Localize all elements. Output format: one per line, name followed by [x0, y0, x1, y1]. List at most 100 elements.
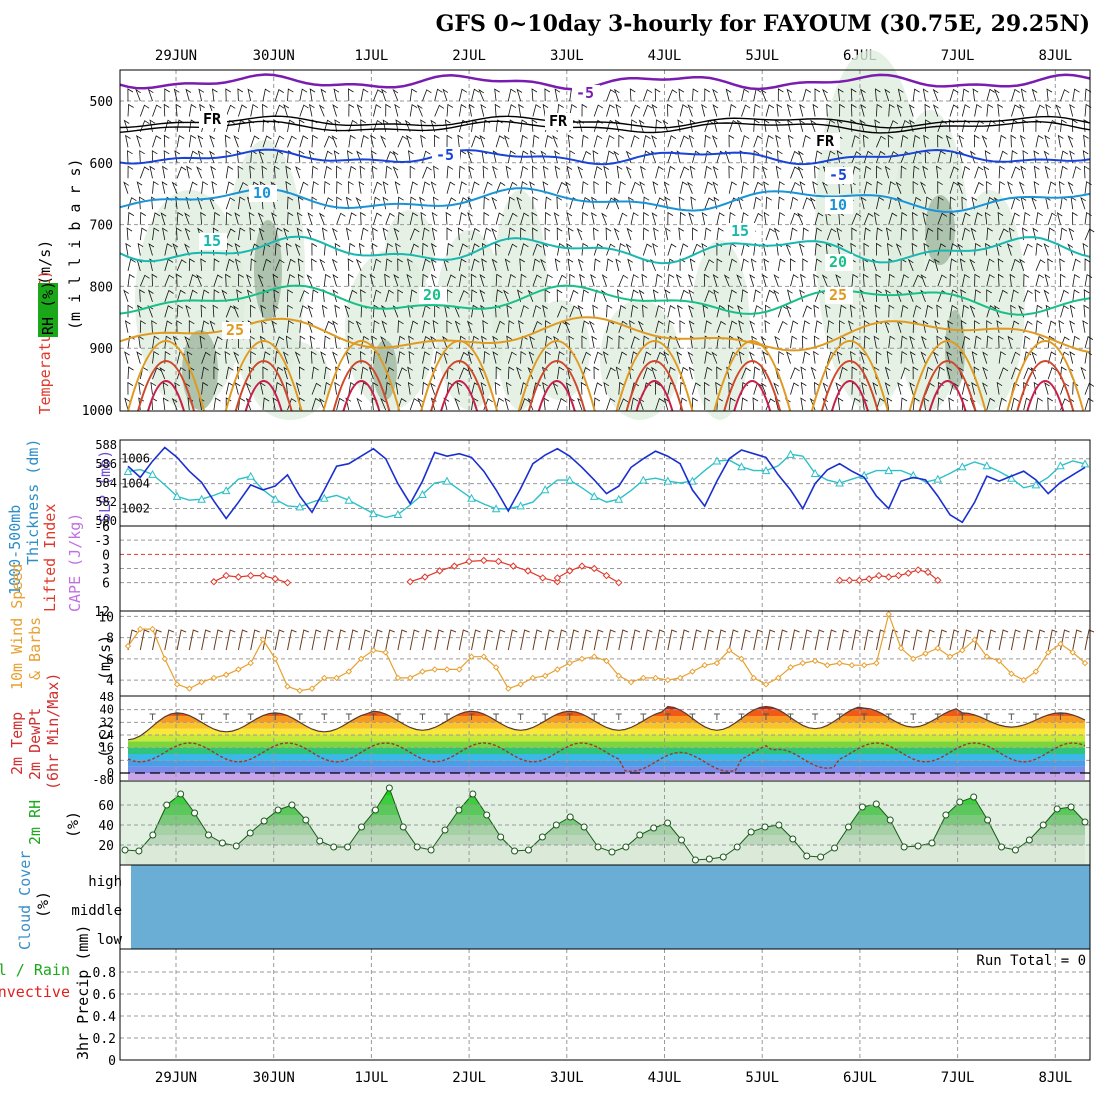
upper-air-barb — [998, 165, 1006, 179]
day-label-top: 4JUL — [648, 48, 682, 64]
upper-air-barb — [630, 274, 639, 287]
bottom-day-labels: 29JUN 30JUN 1JUL 2JUL 3JUL 4JUL 5JUL 6JUL 7JUL 8J… — [155, 1070, 1072, 1086]
upper-air-barb — [250, 104, 259, 117]
wind10m-marker — [603, 657, 610, 665]
rh2m-marker — [691, 856, 699, 864]
upper-air-barb — [688, 304, 694, 318]
upper-air-barb — [900, 304, 909, 318]
upper-air-barb — [785, 305, 792, 318]
thickness-marker — [418, 489, 427, 498]
upper-air-barb — [961, 304, 969, 318]
upper-air-barb — [922, 88, 929, 102]
upper-air-barb — [332, 289, 339, 303]
temp-minmax-whisker — [247, 713, 254, 720]
upper-air-barb — [176, 166, 187, 179]
upper-air-barb — [630, 104, 641, 117]
upper-air-barb — [446, 227, 453, 241]
upper-air-barb — [593, 382, 603, 395]
upper-air-barb — [1035, 104, 1045, 117]
upper-air-barb — [245, 382, 252, 395]
lifted-index-marker — [406, 578, 414, 586]
upper-air-barb — [479, 134, 486, 148]
upper-air-barb — [458, 290, 469, 303]
temp-color-band — [128, 747, 1085, 754]
upper-air-barb — [409, 88, 418, 102]
upper-air-barb — [407, 304, 414, 318]
wind10m-marker — [922, 650, 929, 657]
temp-minmax-whisker — [910, 713, 917, 720]
upper-air-barb — [885, 289, 891, 302]
upper-air-barb — [471, 88, 480, 102]
upper-air-barb — [687, 181, 693, 194]
upper-air-barb — [360, 88, 369, 102]
upper-air-barb — [557, 397, 567, 411]
upper-air-barb — [937, 134, 943, 148]
surface-heat-contour — [830, 380, 869, 412]
wind10m-marker — [824, 661, 831, 669]
wind10m-barb — [446, 629, 457, 651]
upper-air-barb — [446, 242, 454, 256]
upper-air-barb — [164, 289, 174, 303]
upper-air-barb — [348, 320, 355, 333]
wind10m-marker — [995, 657, 1003, 665]
upper-air-barb — [786, 103, 793, 117]
upper-air-barb — [895, 181, 902, 194]
temp-minmax-whisker — [272, 713, 279, 720]
upper-air-barb — [196, 274, 202, 287]
temp-minmax-whisker — [444, 713, 450, 720]
upper-air-barb — [372, 227, 378, 241]
upper-air-barb — [495, 320, 505, 333]
upper-air-barb — [318, 212, 325, 225]
upper-air-barb — [591, 212, 597, 225]
upper-air-barb — [544, 88, 551, 102]
upper-air-barb — [716, 366, 722, 380]
upper-air-barb — [689, 165, 696, 179]
upper-air-barb — [638, 397, 645, 411]
upper-air-barb — [409, 181, 418, 194]
upper-air-barb — [863, 165, 872, 179]
upper-air-barb — [373, 304, 380, 318]
upper-air-barb — [151, 150, 158, 163]
upper-air-barb — [874, 304, 881, 318]
upper-air-barb — [171, 397, 178, 411]
lifted-index-marker — [246, 571, 255, 580]
upper-air-barb — [741, 181, 749, 194]
upper-air-barb — [479, 289, 486, 303]
day-label-top: 7JUL — [941, 48, 975, 64]
upper-air-barb — [1069, 351, 1076, 364]
rh2m-marker — [538, 833, 546, 841]
upper-air-barb — [198, 88, 205, 102]
upper-air-barb — [1057, 134, 1064, 148]
contour-label-bg — [199, 233, 227, 250]
upper-air-barb — [520, 398, 530, 411]
upper-air-barb — [676, 351, 683, 364]
upper-air-barb — [651, 212, 658, 225]
upper-air-barb — [262, 88, 271, 102]
upper-air-barb — [1084, 335, 1094, 349]
upper-air-barb — [960, 320, 967, 333]
wind10m-barb — [372, 629, 383, 651]
thickness-tick-label: 580 — [95, 514, 117, 528]
upper-air-barb — [385, 243, 393, 256]
upper-air-barb — [491, 258, 498, 272]
contour-label-bg — [825, 287, 853, 304]
upper-air-barb — [125, 242, 132, 256]
day-label-top: 5JUL — [745, 48, 779, 64]
upper-air-barb — [787, 134, 794, 148]
upper-air-barb — [483, 196, 490, 210]
upper-air-barb — [385, 212, 395, 225]
upper-air-barb — [713, 289, 719, 302]
upper-air-barb — [949, 273, 956, 287]
upper-air-barb — [786, 88, 793, 102]
upper-air-barb — [753, 181, 763, 194]
temp-minmax-whisker — [664, 713, 671, 720]
upper-air-barb — [593, 351, 603, 364]
thickness-marker — [295, 502, 305, 511]
wind10m-label-3: (m/s) — [96, 635, 114, 680]
surface-heat-contour — [224, 340, 303, 412]
rh2m-marker — [497, 833, 505, 841]
upper-air-barb — [689, 119, 696, 132]
upper-air-barb — [679, 211, 686, 225]
upper-air-barb — [618, 381, 625, 395]
upper-air-barb — [1084, 397, 1094, 411]
